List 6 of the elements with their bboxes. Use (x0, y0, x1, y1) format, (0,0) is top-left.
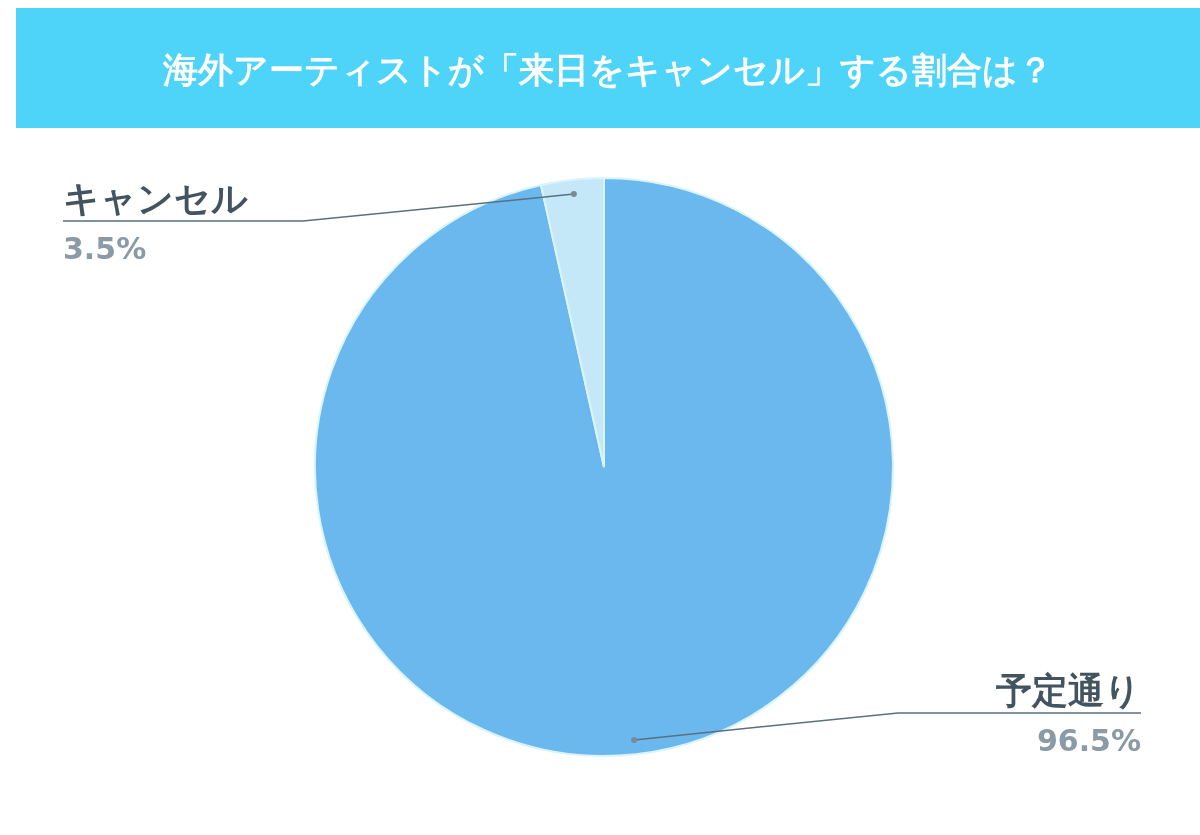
data-label: 3.5% (63, 231, 147, 267)
chart-title: 海外アーティストが「来日をキャンセル」する割合は？ (162, 50, 1053, 90)
data-label: 96.5% (1036, 722, 1141, 758)
slice-label: キャンセル (63, 178, 248, 220)
slice-label: 予定通り (996, 669, 1141, 711)
pie-slice (314, 177, 894, 757)
